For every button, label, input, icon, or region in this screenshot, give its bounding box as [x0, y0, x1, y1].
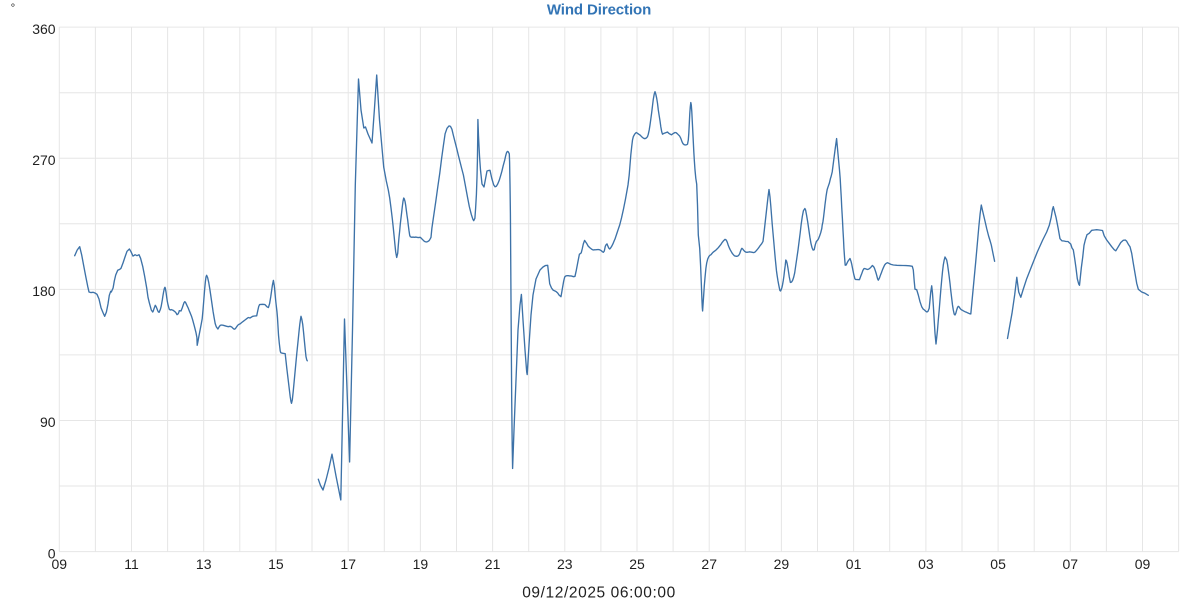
svg-text:21: 21	[485, 556, 501, 572]
svg-text:15: 15	[268, 556, 284, 572]
svg-text:Wind Direction: Wind Direction	[547, 2, 651, 19]
svg-text:09: 09	[1135, 556, 1151, 572]
svg-text:23: 23	[557, 556, 573, 572]
svg-text:0: 0	[48, 545, 56, 561]
svg-text:270: 270	[32, 152, 56, 168]
svg-text:11: 11	[124, 556, 139, 572]
svg-text:°: °	[11, 2, 16, 14]
svg-text:09/12/2025 06:00:00: 09/12/2025 06:00:00	[522, 585, 676, 600]
svg-text:05: 05	[990, 556, 1006, 572]
svg-text:29: 29	[774, 556, 790, 572]
svg-text:25: 25	[629, 556, 645, 572]
svg-text:180: 180	[32, 283, 56, 299]
svg-text:90: 90	[40, 414, 56, 430]
svg-text:19: 19	[413, 556, 429, 572]
svg-text:13: 13	[196, 556, 212, 572]
svg-text:09: 09	[52, 556, 68, 572]
svg-text:360: 360	[32, 21, 56, 37]
svg-text:07: 07	[1063, 556, 1079, 572]
svg-text:27: 27	[701, 556, 717, 572]
svg-text:01: 01	[846, 556, 862, 572]
svg-text:03: 03	[918, 556, 934, 572]
svg-text:17: 17	[340, 556, 356, 572]
